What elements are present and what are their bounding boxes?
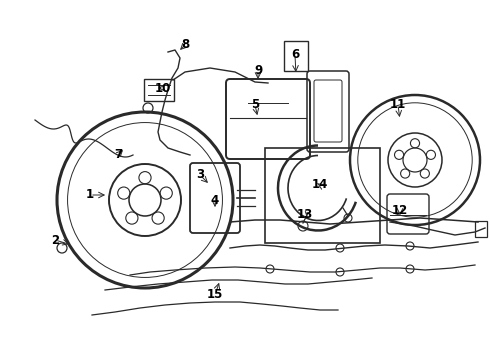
- Text: 3: 3: [196, 168, 204, 181]
- Text: 5: 5: [251, 99, 259, 112]
- Text: 12: 12: [392, 203, 408, 216]
- Text: 1: 1: [86, 189, 94, 202]
- Text: 7: 7: [114, 148, 122, 162]
- Text: 9: 9: [254, 63, 262, 77]
- Text: 6: 6: [291, 49, 299, 62]
- Text: 2: 2: [51, 234, 59, 247]
- Text: 11: 11: [390, 99, 406, 112]
- Text: 13: 13: [297, 208, 313, 221]
- Text: 10: 10: [155, 81, 171, 94]
- Text: 14: 14: [312, 179, 328, 192]
- Bar: [265, 148, 380, 243]
- Text: 4: 4: [211, 194, 219, 207]
- Text: 15: 15: [207, 288, 223, 302]
- Text: 8: 8: [181, 39, 189, 51]
